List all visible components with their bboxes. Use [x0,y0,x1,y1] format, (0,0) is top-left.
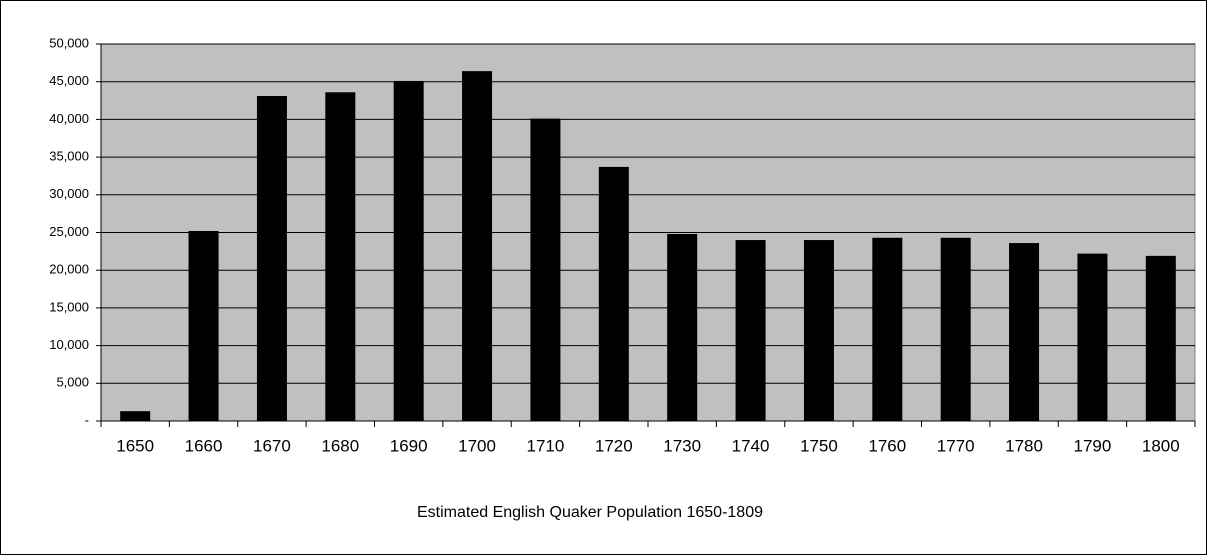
bar [940,237,971,421]
x-tick-label: 1750 [800,436,838,455]
x-tick-label: 1680 [321,436,359,455]
x-tick-label: 1770 [937,436,975,455]
x-tick-label: 1700 [458,436,496,455]
x-tick-label: 1710 [527,436,565,455]
bar [735,240,766,421]
y-tick-label: 35,000 [49,149,89,164]
bar [256,96,287,421]
bar [462,71,493,422]
x-tick-label: 1730 [663,436,701,455]
bar [667,234,698,421]
y-tick-label: 20,000 [49,262,89,277]
y-tick-label: 5,000 [56,375,89,390]
y-tick-label: 45,000 [49,73,89,88]
chart-title: Estimated English Quaker Population 1650… [417,504,763,521]
bar [325,92,356,422]
y-tick-label: 10,000 [49,337,89,352]
bar [1009,243,1040,421]
bar [120,411,151,421]
bar [1077,253,1108,421]
x-tick-label: 1760 [868,436,906,455]
bar [872,237,903,421]
bar [188,230,219,421]
x-tick-label: 1660 [185,436,223,455]
x-tick-label: 1780 [1005,436,1043,455]
y-tick-label: 15,000 [49,299,89,314]
bar [803,240,834,421]
y-tick-label: 40,000 [49,111,89,126]
bar [1145,255,1176,421]
bar [530,118,561,421]
x-tick-label: 1670 [253,436,291,455]
x-tick-label: 1720 [595,436,633,455]
x-tick-label: 1690 [390,436,428,455]
y-tick-label: 30,000 [49,186,89,201]
x-tick-label: 1740 [732,436,770,455]
x-tick-label: 1800 [1142,436,1180,455]
x-tick-label: 1790 [1074,436,1112,455]
bar [598,166,629,421]
bar [393,80,424,422]
y-tick-label: - [85,412,89,427]
y-tick-label: 25,000 [49,224,89,239]
y-tick-label: 50,000 [49,35,89,50]
x-tick-label: 1650 [116,436,154,455]
